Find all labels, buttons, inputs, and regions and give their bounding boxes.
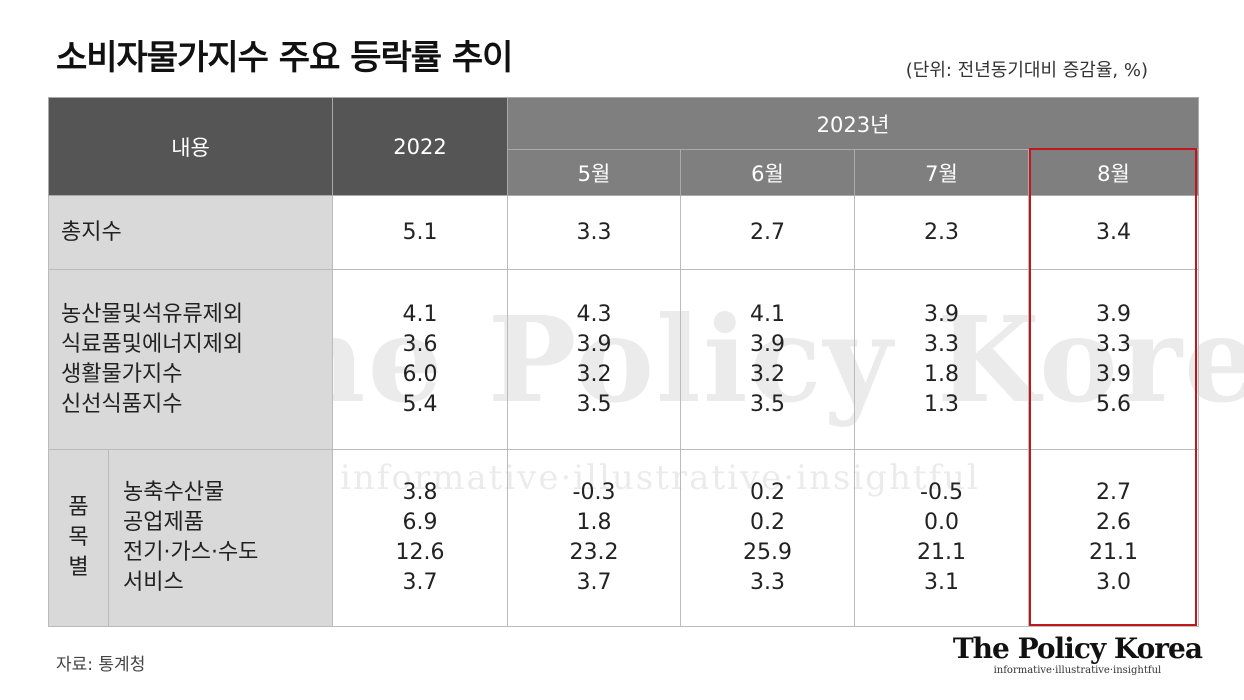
table-cell: 5.1: [332, 195, 509, 270]
header-month: 7월: [854, 149, 1030, 196]
cell-value: 3.9: [924, 301, 960, 327]
cell-value: 3.9: [1096, 301, 1132, 327]
cell-value: 5.6: [1096, 391, 1132, 417]
table-cell: 2.7: [680, 195, 856, 270]
cell-value: 3.0: [1096, 570, 1132, 595]
table-cell: 2.3: [854, 195, 1030, 270]
table-row: 품 목 별 농축수산물 공업제품 전기·가스·수도 서비스 3.8 6.9 12…: [48, 449, 1200, 627]
cell-value: 3.3: [1096, 331, 1132, 357]
table-row: 총지수 5.1 3.3 2.7 2.3 3.4: [47, 195, 1200, 270]
cell-value: 21.1: [917, 540, 966, 565]
table-cell: 3.4: [1028, 195, 1200, 270]
row-label: 식료품및에너지제외: [61, 331, 244, 357]
table-cell: 4.3 3.9 3.2 3.5: [507, 269, 682, 450]
row-label: 공업제품: [123, 510, 204, 535]
table-cell: 3.3: [507, 195, 682, 270]
category-char: 별: [68, 555, 89, 580]
row-labels-items: 농축수산물 공업제품 전기·가스·수도 서비스: [107, 449, 334, 627]
cell-value: 3.1: [924, 570, 960, 595]
cell-value: 3.9: [750, 331, 786, 357]
table-row: 농산물및석유류제외 식료품및에너지제외 생활물가지수 신선식품지수 4.1 3.…: [47, 269, 1200, 450]
row-label: 생활물가지수: [61, 361, 183, 387]
table-cell: 3.9 3.3 3.9 5.6: [1028, 269, 1200, 450]
cell-value: 1.8: [576, 510, 612, 535]
table-cell: 3.8 6.9 12.6 3.7: [332, 449, 509, 627]
category-label: 품 목 별: [48, 449, 109, 627]
header-2022: 2022: [332, 97, 509, 196]
cell-value: 3.2: [576, 361, 612, 387]
cell-value: 3.9: [1096, 361, 1132, 387]
header-month: 5월: [507, 149, 682, 196]
source-note: 자료: 통계청: [56, 655, 146, 675]
header-content: 내용: [47, 97, 334, 196]
cell-value: 12.6: [395, 540, 445, 565]
table-cell: 4.1 3.6 6.0 5.4: [332, 269, 509, 450]
cell-value: 4.1: [750, 301, 786, 327]
row-label: 신선식품지수: [61, 391, 183, 417]
cell-value: -0.3: [572, 480, 616, 505]
logo-tagline: informative·illustrative·insightful: [993, 665, 1162, 676]
row-label-total: 총지수: [47, 195, 334, 270]
logo-text: The Policy Korea: [952, 632, 1203, 665]
table-cell: 0.2 0.2 25.9 3.3: [680, 449, 856, 627]
table-cell: 3.9 3.3 1.8 1.3: [854, 269, 1030, 450]
cell-value: 4.3: [576, 301, 612, 327]
cell-value: 2.6: [1096, 510, 1132, 535]
header-month: 6월: [680, 149, 856, 196]
logo: The Policy Korea informative·illustrativ…: [952, 632, 1203, 676]
cell-value: 3.5: [576, 391, 612, 417]
page-title: 소비자물가지수 주요 등락률 추이: [56, 38, 513, 78]
cell-value: 6.0: [402, 361, 438, 387]
cell-value: 3.6: [402, 331, 438, 357]
table-cell: 4.1 3.9 3.2 3.5: [680, 269, 856, 450]
row-labels-core: 농산물및석유류제외 식료품및에너지제외 생활물가지수 신선식품지수: [47, 269, 334, 450]
cell-value: 0.2: [750, 510, 786, 535]
cell-value: 5.4: [402, 391, 438, 417]
cell-value: -0.5: [920, 480, 963, 505]
header-month: 8월: [1028, 149, 1200, 196]
cell-value: 3.7: [576, 570, 612, 595]
row-label: 전기·가스·수도: [123, 540, 259, 565]
table-cell: -0.5 0.0 21.1 3.1: [854, 449, 1030, 627]
cell-value: 2.7: [1096, 480, 1132, 505]
cell-value: 1.8: [924, 361, 960, 387]
table-cell: -0.3 1.8 23.2 3.7: [507, 449, 682, 627]
cell-value: 21.1: [1089, 540, 1139, 565]
cell-value: 6.9: [402, 510, 438, 535]
cell-value: 3.3: [750, 570, 786, 595]
cell-value: 23.2: [569, 540, 619, 565]
cell-value: 0.0: [924, 510, 960, 535]
cell-value: 3.9: [576, 331, 612, 357]
cell-value: 3.2: [750, 361, 786, 387]
cell-value: 3.5: [750, 391, 786, 417]
cell-value: 0.2: [750, 480, 786, 505]
row-label: 농산물및석유류제외: [61, 301, 244, 327]
cell-value: 4.1: [402, 301, 438, 327]
table-cell: 2.7 2.6 21.1 3.0: [1028, 449, 1200, 627]
cell-value: 3.3: [924, 331, 960, 357]
row-label: 서비스: [123, 570, 184, 595]
row-label: 농축수산물: [123, 480, 225, 505]
category-char: 목: [68, 525, 89, 550]
cell-value: 3.8: [402, 480, 438, 505]
unit-label: (단위: 전년동기대비 증감율, %): [905, 60, 1148, 81]
header-2023: 2023년: [507, 97, 1200, 150]
cell-value: 25.9: [743, 540, 792, 565]
cpi-table: 내용 2022 2023년 5월 6월 7월 8월 총지수 5.1 3.3 2.…: [47, 97, 1200, 627]
category-char: 품: [68, 495, 89, 520]
cell-value: 1.3: [924, 391, 960, 417]
cell-value: 3.7: [402, 570, 438, 595]
